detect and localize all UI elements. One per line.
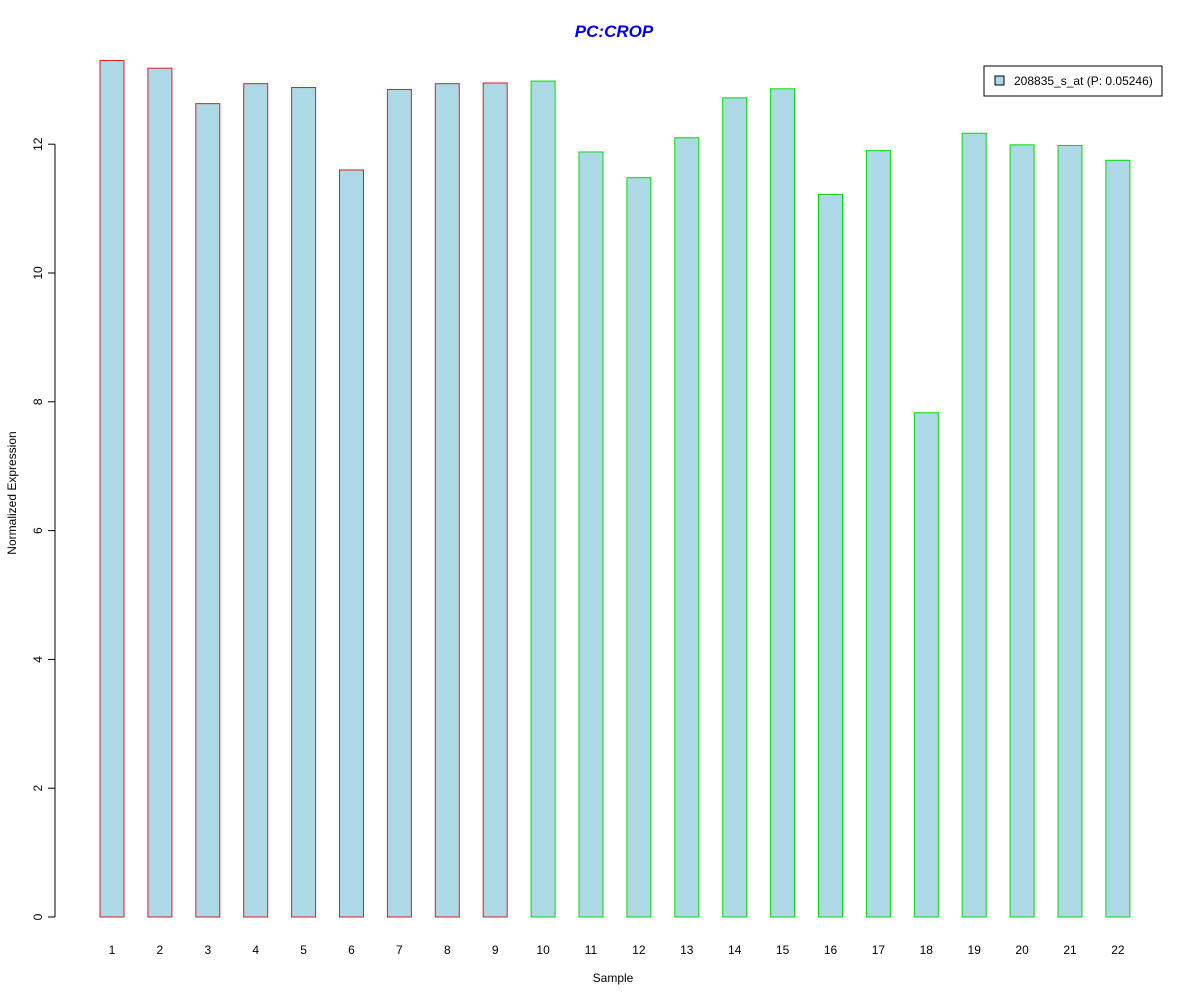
legend-box <box>983 65 1163 97</box>
bar-sample-3 <box>195 103 221 918</box>
x-tick-label: 12 <box>632 943 646 957</box>
bar-sample-22 <box>1105 159 1131 918</box>
bar-sample-12 <box>626 177 652 918</box>
x-axis-label: Sample <box>593 971 634 985</box>
x-tick-label: 18 <box>920 943 934 957</box>
bar-sample-14 <box>722 97 748 918</box>
chart-title: PC:CROP <box>575 22 654 41</box>
y-tick-label: 6 <box>31 527 45 534</box>
legend-label: 208835_s_at (P: 0.05246) <box>1014 74 1153 88</box>
x-tick-labels: 1 2 3 4 5 6 7 8 9 10 11 12 13 14 15 16 17 18 19 20 21 22 <box>109 943 1125 957</box>
bars-group <box>99 59 1131 918</box>
x-tick-label: 17 <box>872 943 886 957</box>
bar-sample-2 <box>147 67 173 918</box>
bar-sample-10 <box>530 80 556 918</box>
y-axis-label: Normalized Expression <box>5 431 19 554</box>
bar-sample-18 <box>913 412 939 918</box>
bar-sample-11 <box>578 151 604 918</box>
bar-sample-8 <box>434 83 460 918</box>
x-tick-label: 7 <box>396 943 403 957</box>
bar-sample-1 <box>99 59 125 918</box>
bar-sample-15 <box>770 88 796 918</box>
bar-sample-7 <box>386 88 412 918</box>
bar-sample-13 <box>674 137 700 918</box>
x-tick-label: 11 <box>585 943 598 957</box>
x-tick-label: 4 <box>252 943 259 957</box>
x-tick-label: 1 <box>109 943 116 957</box>
x-tick-label: 21 <box>1063 943 1077 957</box>
x-tick-label: 9 <box>492 943 499 957</box>
x-tick-label: 16 <box>824 943 838 957</box>
y-tick-label: 12 <box>31 137 45 151</box>
y-tick-label: 2 <box>31 785 45 792</box>
x-tick-label: 5 <box>300 943 307 957</box>
bar-sample-5 <box>291 87 317 918</box>
legend-swatch <box>994 75 1005 86</box>
x-tick-label: 14 <box>728 943 742 957</box>
bar-sample-6 <box>339 169 364 918</box>
x-tick-label: 8 <box>444 943 451 957</box>
bar-sample-21 <box>1057 144 1083 918</box>
bar-sample-19 <box>961 132 987 918</box>
y-axis: 0 2 4 6 8 10 12 <box>31 137 56 920</box>
x-tick-label: 6 <box>348 943 355 957</box>
y-tick-label: 10 <box>31 266 45 280</box>
bar-sample-17 <box>865 150 891 918</box>
x-tick-label: 19 <box>968 943 982 957</box>
bar-sample-16 <box>818 193 843 918</box>
x-tick-label: 22 <box>1111 943 1125 957</box>
x-tick-label: 10 <box>536 943 550 957</box>
x-tick-label: 13 <box>680 943 694 957</box>
bar-sample-9 <box>482 82 508 918</box>
bar-sample-4 <box>243 83 269 918</box>
y-tick-label: 4 <box>31 656 45 663</box>
x-tick-label: 20 <box>1015 943 1029 957</box>
legend: 208835_s_at (P: 0.05246) <box>983 65 1163 97</box>
y-tick-label: 8 <box>31 398 45 405</box>
x-tick-label: 15 <box>776 943 790 957</box>
x-tick-label: 3 <box>204 943 211 957</box>
bar-sample-20 <box>1009 144 1035 918</box>
x-tick-label: 2 <box>157 943 164 957</box>
y-tick-label: 0 <box>31 913 45 920</box>
